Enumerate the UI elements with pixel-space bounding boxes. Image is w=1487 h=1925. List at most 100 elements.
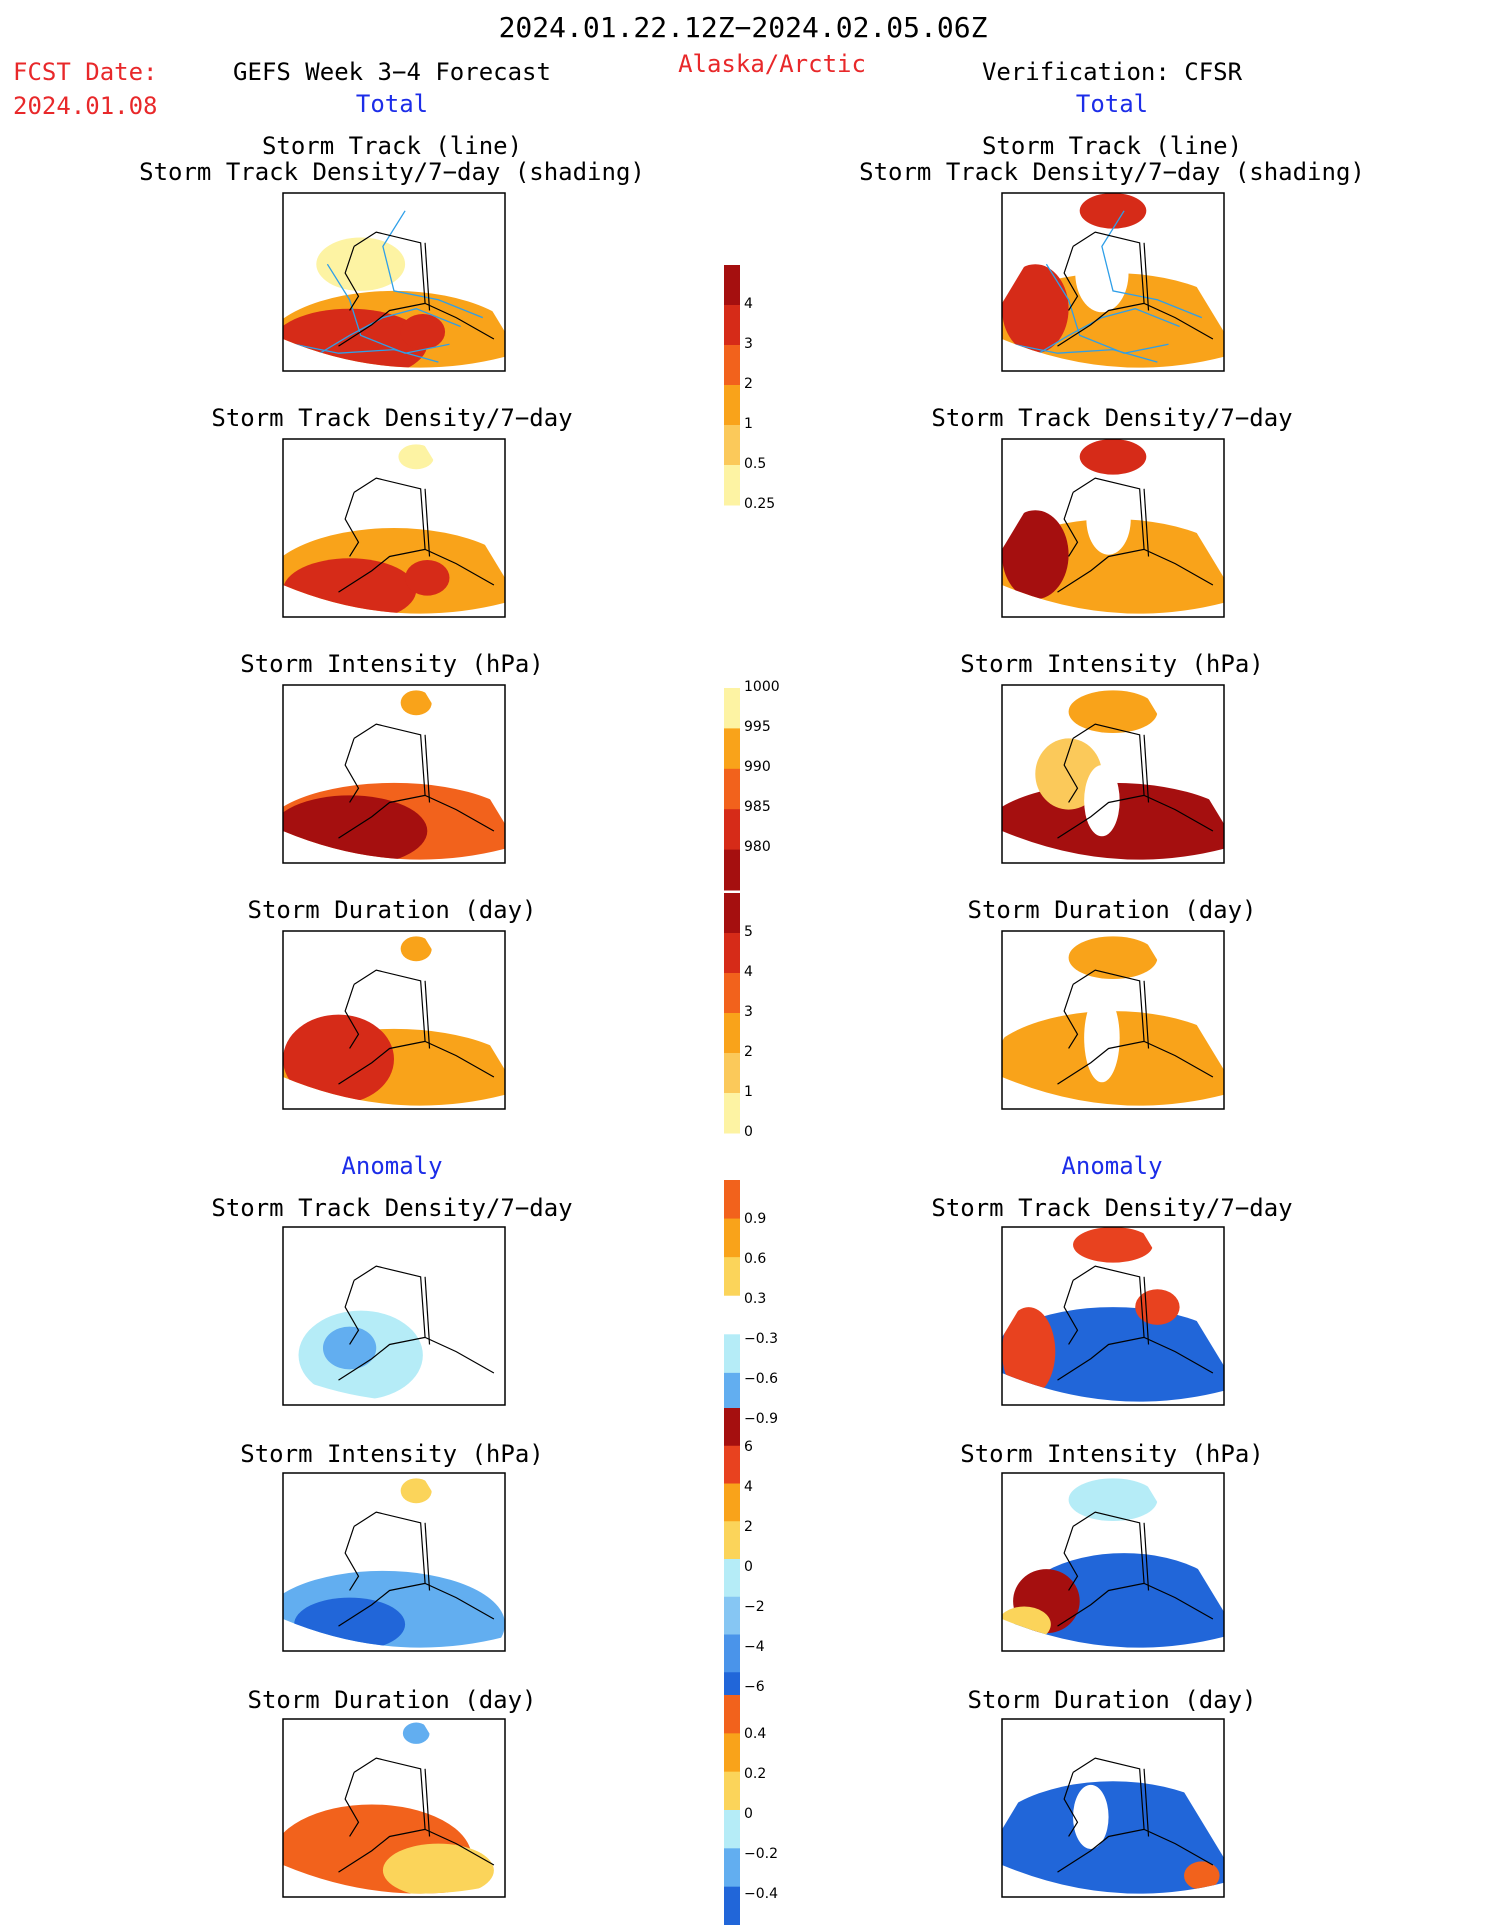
colorbar-swatch xyxy=(724,688,740,729)
fcst-label: FCST Date: xyxy=(13,58,158,86)
map-gefs-duration-anom xyxy=(282,1718,506,1898)
right-column-title: Verification: CFSR xyxy=(981,58,1243,86)
colorbar-swatch xyxy=(724,1596,740,1635)
colorbar-tick-label: 985 xyxy=(744,799,771,815)
colorbar-swatch xyxy=(724,973,740,1014)
colorbar-duration_anom xyxy=(724,1695,740,1925)
colorbar-swatch xyxy=(724,1408,740,1447)
colorbar-tick-label: 0.2 xyxy=(744,1766,767,1782)
colorbar-swatch xyxy=(724,1886,740,1925)
panel-title-intensity-anom-left: Storm Intensity (hPa) xyxy=(240,1440,544,1468)
map-cfsr-density-anom xyxy=(1001,1226,1225,1406)
colorbar-intensity_total xyxy=(724,688,740,891)
map-gefs-track xyxy=(282,192,506,372)
colorbar-swatch xyxy=(724,305,740,346)
colorbar-tick-label: −0.3 xyxy=(744,1331,778,1347)
colorbar-tick-label: 1 xyxy=(744,1084,753,1100)
map-cfsr-track xyxy=(1001,192,1225,372)
colorbar-duration_total xyxy=(724,893,740,1134)
colorbar-tick-label: 0.9 xyxy=(744,1211,767,1227)
map-gefs-duration xyxy=(282,930,506,1110)
panel-title-density-anom-left: Storm Track Density/7−day xyxy=(211,1194,573,1222)
colorbar-tick-label: 1000 xyxy=(744,679,780,695)
colorbar-density_total xyxy=(724,265,740,506)
colorbar-swatch xyxy=(724,809,740,851)
panel-title-intensity-left: Storm Intensity (hPa) xyxy=(240,650,544,678)
colorbar-swatch xyxy=(724,1257,740,1297)
colorbar-swatch xyxy=(724,385,740,426)
colorbar-swatch xyxy=(724,1445,740,1484)
colorbar-swatch xyxy=(724,1093,740,1134)
colorbar-swatch xyxy=(724,1521,740,1560)
map-gefs-density-anom xyxy=(282,1226,506,1406)
map-gefs-intensity xyxy=(282,684,506,864)
right-total-label: Total xyxy=(1075,90,1149,118)
panel-title-track-line-right: Storm Track (line) xyxy=(981,132,1243,160)
colorbar-tick-label: 0.6 xyxy=(744,1251,767,1267)
panel-title-duration-anom-left: Storm Duration (day) xyxy=(247,1686,537,1714)
colorbar-tick-label: −4 xyxy=(744,1639,765,1655)
colorbar-tick-label: 2 xyxy=(744,1519,753,1535)
colorbar-swatch xyxy=(724,1733,740,1773)
colorbar-tick-label: −0.6 xyxy=(744,1371,778,1387)
left-total-label: Total xyxy=(355,90,429,118)
colorbar-swatch xyxy=(724,1848,740,1888)
panel-title-density-anom-right: Storm Track Density/7−day xyxy=(931,1194,1293,1222)
colorbar-swatch xyxy=(724,265,740,306)
panel-title-duration-left: Storm Duration (day) xyxy=(247,896,537,924)
panel-title-track-shading-left: Storm Track Density/7−day (shading) xyxy=(139,158,645,186)
colorbar-tick-label: 4 xyxy=(744,964,753,980)
map-cfsr-intensity-anom xyxy=(1001,1472,1225,1652)
panel-title-duration-anom-right: Storm Duration (day) xyxy=(967,1686,1257,1714)
map-gefs-density xyxy=(282,438,506,618)
anomaly-label-left: Anomaly xyxy=(341,1152,443,1180)
colorbar-tick-label: −0.4 xyxy=(744,1886,778,1902)
colorbar-swatch xyxy=(724,1334,740,1374)
panel-title-intensity-right: Storm Intensity (hPa) xyxy=(960,650,1264,678)
date-range: 2024.01.22.12Z−2024.02.05.06Z xyxy=(498,11,988,44)
colorbar-tick-label: 5 xyxy=(744,924,753,940)
anomaly-label-right: Anomaly xyxy=(1061,1152,1163,1180)
map-cfsr-intensity xyxy=(1001,684,1225,864)
colorbar-tick-label: 995 xyxy=(744,719,771,735)
colorbar-swatch xyxy=(724,425,740,466)
colorbar-swatch xyxy=(724,345,740,386)
left-column-title: GEFS Week 3−4 Forecast xyxy=(233,58,551,86)
colorbar-tick-label: −2 xyxy=(744,1599,765,1615)
colorbar-tick-label: −0.2 xyxy=(744,1846,778,1862)
colorbar-swatch xyxy=(724,849,740,891)
region-title: Alaska/Arctic xyxy=(678,50,866,78)
fcst-date: 2024.01.08 xyxy=(13,92,158,120)
colorbar-swatch xyxy=(724,465,740,506)
colorbar-tick-label: 0.5 xyxy=(744,456,767,472)
colorbar-tick-label: 3 xyxy=(744,336,753,352)
colorbar-tick-label: 0.3 xyxy=(744,1291,767,1307)
colorbar-tick-label: 2 xyxy=(744,1044,753,1060)
colorbar-swatch xyxy=(724,728,740,770)
panel-title-duration-right: Storm Duration (day) xyxy=(967,896,1257,924)
map-cfsr-density xyxy=(1001,438,1225,618)
colorbar-tick-label: 990 xyxy=(744,759,771,775)
colorbar-swatch xyxy=(724,1695,740,1734)
colorbar-swatch xyxy=(724,1372,740,1412)
colorbar-tick-label: 0 xyxy=(744,1806,753,1822)
panel-title-track-line-left: Storm Track (line) xyxy=(261,132,523,160)
colorbar-swatch xyxy=(724,1810,740,1849)
map-cfsr-duration xyxy=(1001,930,1225,1110)
colorbar-tick-label: 0.4 xyxy=(744,1726,767,1742)
colorbar-tick-label: −6 xyxy=(744,1679,765,1695)
colorbar-swatch xyxy=(724,1559,740,1598)
colorbar-tick-label: −0.9 xyxy=(744,1411,778,1427)
map-gefs-intensity-anom xyxy=(282,1472,506,1652)
colorbar-tick-label: 980 xyxy=(744,839,771,855)
colorbar-tick-label: 4 xyxy=(744,296,753,312)
colorbar-tick-label: 0 xyxy=(744,1559,753,1575)
colorbar-swatch xyxy=(724,768,740,810)
panel-title-intensity-anom-right: Storm Intensity (hPa) xyxy=(960,1440,1264,1468)
panel-title-density-left: Storm Track Density/7−day xyxy=(211,404,573,432)
colorbar-tick-label: 2 xyxy=(744,376,753,392)
panel-title-density-right: Storm Track Density/7−day xyxy=(931,404,1293,432)
colorbar-swatch xyxy=(724,1218,740,1258)
